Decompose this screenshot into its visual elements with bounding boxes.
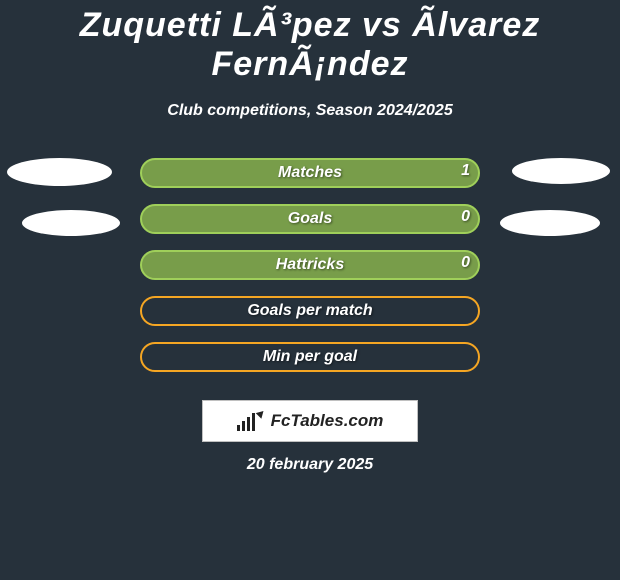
stat-bar: Goals bbox=[140, 204, 480, 234]
stat-bar: Hattricks bbox=[140, 250, 480, 280]
stat-label: Min per goal bbox=[263, 348, 357, 366]
stat-value-right: 1 bbox=[461, 162, 470, 180]
source-label: FcTables.com bbox=[271, 411, 384, 431]
arrow-icon bbox=[255, 408, 266, 419]
subtitle: Club competitions, Season 2024/2025 bbox=[0, 102, 620, 120]
stat-label: Goals bbox=[288, 210, 332, 228]
source-logo: FcTables.com bbox=[202, 400, 418, 442]
stat-row: 1 Matches 1 bbox=[0, 158, 620, 204]
chart-icon bbox=[237, 411, 255, 431]
stat-label: Hattricks bbox=[276, 256, 344, 274]
stat-row: 0 Goals 0 bbox=[0, 204, 620, 250]
stat-row: Goals per match bbox=[0, 296, 620, 342]
stat-value-right: 0 bbox=[461, 208, 470, 226]
stat-bar: Min per goal bbox=[140, 342, 480, 372]
stat-row: 0 Hattricks 0 bbox=[0, 250, 620, 296]
comparison-area: 1 Matches 1 0 Goals 0 0 Hattricks 0 Goal… bbox=[0, 158, 620, 474]
stat-label: Matches bbox=[278, 164, 342, 182]
stat-bar: Matches bbox=[140, 158, 480, 188]
stat-value-right: 0 bbox=[461, 254, 470, 272]
stat-bar: Goals per match bbox=[140, 296, 480, 326]
stat-row: Min per goal bbox=[0, 342, 620, 388]
page-title: Zuquetti LÃ³pez vs Ãlvarez FernÃ¡ndez bbox=[0, 0, 620, 84]
footer-date: 20 february 2025 bbox=[0, 456, 620, 474]
stat-label: Goals per match bbox=[247, 302, 372, 320]
